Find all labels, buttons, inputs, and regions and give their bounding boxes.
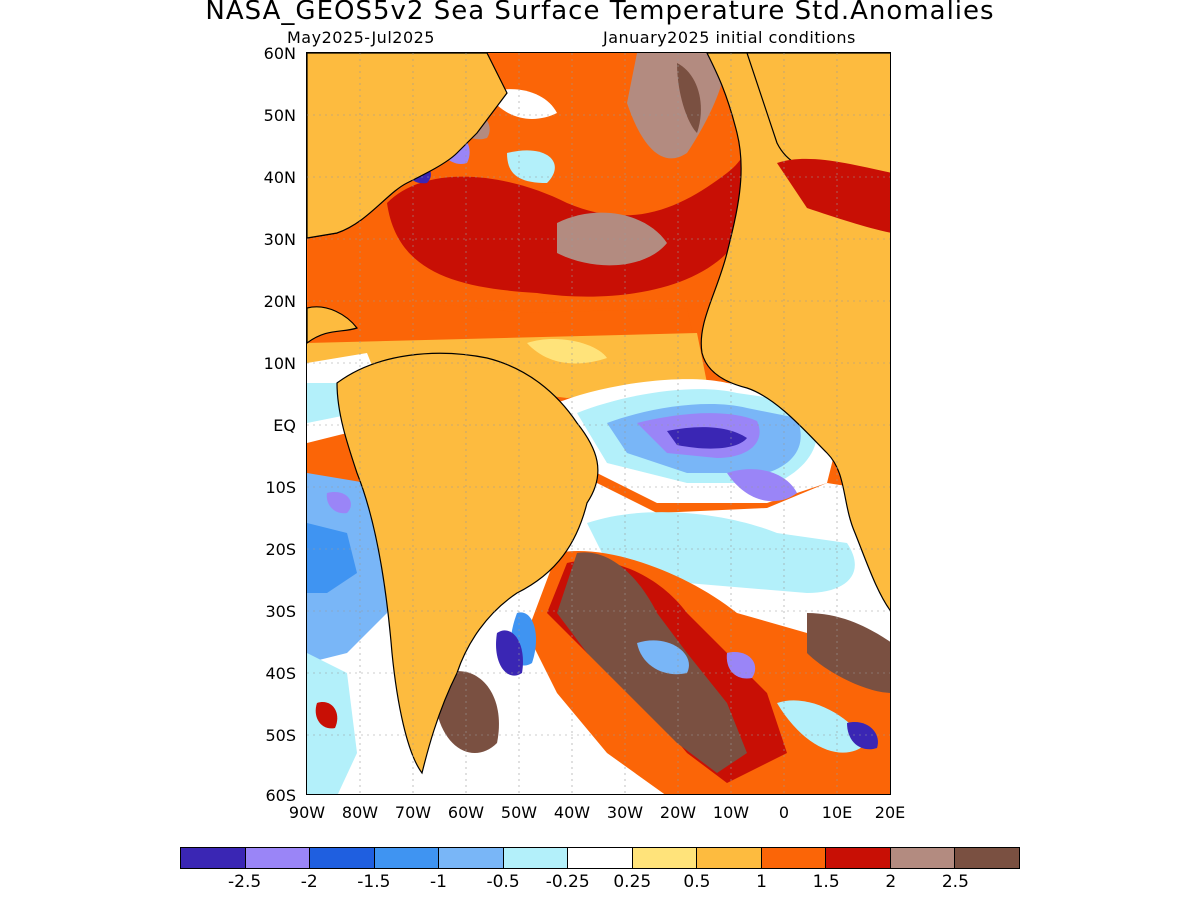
lat-label: 60S <box>265 786 296 805</box>
anomaly-field <box>307 53 890 794</box>
north-america-east <box>307 53 508 239</box>
lon-label: 10E <box>821 803 853 822</box>
lat-label: 40S <box>265 664 296 683</box>
color-scale-bar <box>180 847 1020 869</box>
lat-label: 30N <box>263 230 296 249</box>
color-scale-box <box>568 848 633 868</box>
forecast-period: May2025-Jul2025 <box>287 28 435 47</box>
lon-label: 0 <box>778 803 790 822</box>
south-america <box>336 352 599 775</box>
color-scale-box <box>310 848 375 868</box>
color-scale-label: -2 <box>300 872 318 892</box>
color-scale-label: -1.5 <box>357 872 391 892</box>
lat-label: 30S <box>265 602 296 621</box>
initial-conditions: January2025 initial conditions <box>603 28 856 47</box>
color-scale-box <box>439 848 504 868</box>
color-scale-box <box>826 848 891 868</box>
color-scale-label: 0.25 <box>613 872 652 892</box>
color-scale-label: 2.5 <box>941 872 969 892</box>
grid-lines <box>307 53 890 794</box>
color-scale-label: 0.5 <box>683 872 711 892</box>
color-scale-label: -0.25 <box>545 872 590 892</box>
lat-label: 10N <box>263 354 296 373</box>
color-scale-box <box>697 848 762 868</box>
color-scale-label: -2.5 <box>228 872 262 892</box>
lat-label: 50N <box>263 106 296 125</box>
lat-label: 60N <box>263 44 296 63</box>
lat-label: EQ <box>273 416 296 435</box>
map-title: NASA_GEOS5v2 Sea Surface Temperature Std… <box>205 0 995 26</box>
lat-label: 50S <box>265 726 296 745</box>
lon-label: 90W <box>288 803 326 822</box>
lat-label: 40N <box>263 168 296 187</box>
color-scale-box <box>181 848 246 868</box>
color-scale-box <box>955 848 1019 868</box>
lon-label: 20W <box>659 803 697 822</box>
lon-label: 10W <box>712 803 750 822</box>
color-scale-box <box>503 848 569 868</box>
color-scale-box <box>632 848 698 868</box>
lon-label: 80W <box>341 803 379 822</box>
lon-label: 60W <box>447 803 485 822</box>
land-masses <box>307 53 890 775</box>
lon-label: 20E <box>874 803 906 822</box>
color-scale-box <box>890 848 956 868</box>
color-scale-label: -0.5 <box>486 872 520 892</box>
lon-label: 40W <box>553 803 591 822</box>
color-scale-label: 1 <box>756 872 767 892</box>
color-scale-box <box>374 848 440 868</box>
lat-label: 20S <box>265 540 296 559</box>
lon-label: 50W <box>500 803 538 822</box>
color-scale-label: -1 <box>429 872 447 892</box>
anomaly-map <box>306 52 891 795</box>
lat-label: 10S <box>265 478 296 497</box>
color-scale-box <box>761 848 827 868</box>
color-scale-label: 1.5 <box>812 872 840 892</box>
lat-label: 20N <box>263 292 296 311</box>
lon-label: 70W <box>394 803 432 822</box>
central-america <box>307 306 358 344</box>
color-scale-box <box>245 848 311 868</box>
lon-label: 30W <box>606 803 644 822</box>
color-scale-label: 2 <box>885 872 897 892</box>
